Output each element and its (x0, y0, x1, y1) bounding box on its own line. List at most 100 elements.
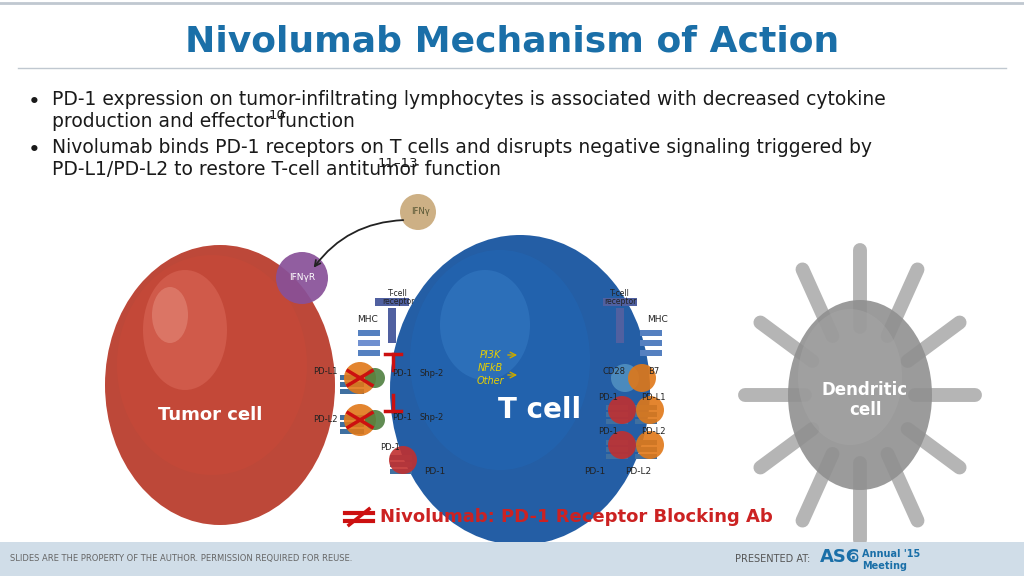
Circle shape (389, 446, 417, 474)
Bar (635, 440, 657, 445)
Ellipse shape (440, 270, 530, 380)
Circle shape (611, 364, 639, 392)
Circle shape (608, 431, 636, 459)
Bar (606, 454, 628, 459)
Bar (340, 422, 364, 427)
Text: B7: B7 (648, 367, 659, 377)
Text: PD-1: PD-1 (392, 414, 412, 423)
Circle shape (636, 396, 664, 424)
Bar (635, 447, 657, 452)
Circle shape (344, 404, 376, 436)
Ellipse shape (410, 250, 590, 470)
Text: T-cell: T-cell (610, 289, 630, 297)
Ellipse shape (117, 255, 307, 475)
Ellipse shape (105, 245, 335, 525)
Bar (606, 440, 628, 445)
Bar (340, 389, 364, 394)
Text: Shp-2: Shp-2 (420, 414, 444, 423)
Ellipse shape (390, 235, 650, 545)
Bar (390, 469, 412, 474)
Text: PD-1: PD-1 (598, 393, 617, 403)
Text: Nivolumab: PD-1 Receptor Blocking Ab: Nivolumab: PD-1 Receptor Blocking Ab (380, 508, 773, 526)
Text: PI3K: PI3K (479, 350, 501, 360)
Bar (616, 308, 624, 343)
Bar (606, 447, 628, 452)
Bar (606, 419, 628, 424)
Ellipse shape (152, 287, 188, 343)
Text: •: • (28, 140, 41, 160)
Bar (358, 340, 380, 346)
Text: Annual '15: Annual '15 (862, 549, 921, 559)
Text: PRESENTED AT:: PRESENTED AT: (735, 554, 810, 564)
Circle shape (365, 368, 385, 388)
Bar (340, 429, 364, 434)
Bar (635, 419, 657, 424)
Text: cell: cell (849, 401, 882, 419)
Text: PD-1: PD-1 (392, 369, 412, 378)
Bar (340, 382, 364, 387)
Ellipse shape (143, 270, 227, 390)
Text: CD28: CD28 (602, 367, 626, 377)
Text: 11–13: 11–13 (378, 157, 418, 170)
Text: PD-1: PD-1 (380, 444, 400, 453)
Circle shape (365, 410, 385, 430)
Ellipse shape (788, 300, 932, 490)
Bar (606, 405, 628, 410)
Bar (358, 350, 380, 356)
Bar (388, 308, 396, 343)
Text: PD-L1: PD-L1 (641, 393, 666, 403)
Bar (390, 462, 412, 467)
Text: PD-1: PD-1 (585, 468, 605, 476)
Text: PD-L1: PD-L1 (312, 367, 337, 377)
Circle shape (344, 362, 376, 394)
Text: receptor: receptor (604, 297, 636, 306)
Text: Dendritic: Dendritic (822, 381, 908, 399)
Text: Tumor cell: Tumor cell (158, 406, 262, 424)
Bar (635, 405, 657, 410)
Text: SLIDES ARE THE PROPERTY OF THE AUTHOR. PERMISSION REQUIRED FOR REUSE.: SLIDES ARE THE PROPERTY OF THE AUTHOR. P… (10, 555, 352, 563)
Bar (640, 340, 662, 346)
Text: Meeting: Meeting (862, 561, 907, 571)
Text: IFNγR: IFNγR (289, 274, 315, 282)
Text: PD-L2: PD-L2 (625, 468, 651, 476)
Bar (0, 542, 1024, 576)
Bar (606, 412, 628, 417)
Text: PD-L1/PD-L2 to restore T-cell antitumor function: PD-L1/PD-L2 to restore T-cell antitumor … (52, 160, 501, 179)
Text: MHC: MHC (357, 316, 379, 324)
Bar (635, 454, 657, 459)
Text: NFkB: NFkB (477, 363, 503, 373)
Circle shape (608, 396, 636, 424)
Text: IFNγ: IFNγ (411, 207, 429, 217)
Bar (640, 330, 662, 336)
Text: PD-1: PD-1 (424, 468, 445, 476)
Text: •: • (28, 92, 41, 112)
Text: Nivolumab binds PD-1 receptors on T cells and disrupts negative signaling trigge: Nivolumab binds PD-1 receptors on T cell… (52, 138, 872, 157)
Text: receptor: receptor (382, 297, 414, 306)
Text: 10: 10 (269, 109, 286, 122)
Bar (340, 415, 364, 420)
Text: Shp-2: Shp-2 (420, 369, 444, 378)
Bar (358, 330, 380, 336)
Text: PD-L2: PD-L2 (312, 415, 337, 425)
Bar (640, 350, 662, 356)
Text: ASC: ASC (820, 548, 860, 566)
Bar (603, 298, 637, 306)
Text: PD-1 expression on tumor-infiltrating lymphocytes is associated with decreased c: PD-1 expression on tumor-infiltrating ly… (52, 90, 886, 109)
Bar (635, 412, 657, 417)
Ellipse shape (798, 309, 902, 445)
Text: Other: Other (476, 376, 504, 386)
Circle shape (276, 252, 328, 304)
Text: PD-1: PD-1 (598, 427, 617, 437)
Bar (390, 455, 412, 460)
Text: ⊙: ⊙ (847, 550, 860, 564)
Circle shape (636, 431, 664, 459)
Text: production and effector function: production and effector function (52, 112, 355, 131)
Text: Nivolumab Mechanism of Action: Nivolumab Mechanism of Action (185, 25, 839, 59)
Bar (340, 375, 364, 380)
Text: T-cell: T-cell (388, 289, 408, 297)
Text: MHC: MHC (647, 316, 669, 324)
Circle shape (628, 364, 656, 392)
Text: PD-L2: PD-L2 (641, 427, 666, 437)
Circle shape (400, 194, 436, 230)
Text: T cell: T cell (499, 396, 582, 424)
